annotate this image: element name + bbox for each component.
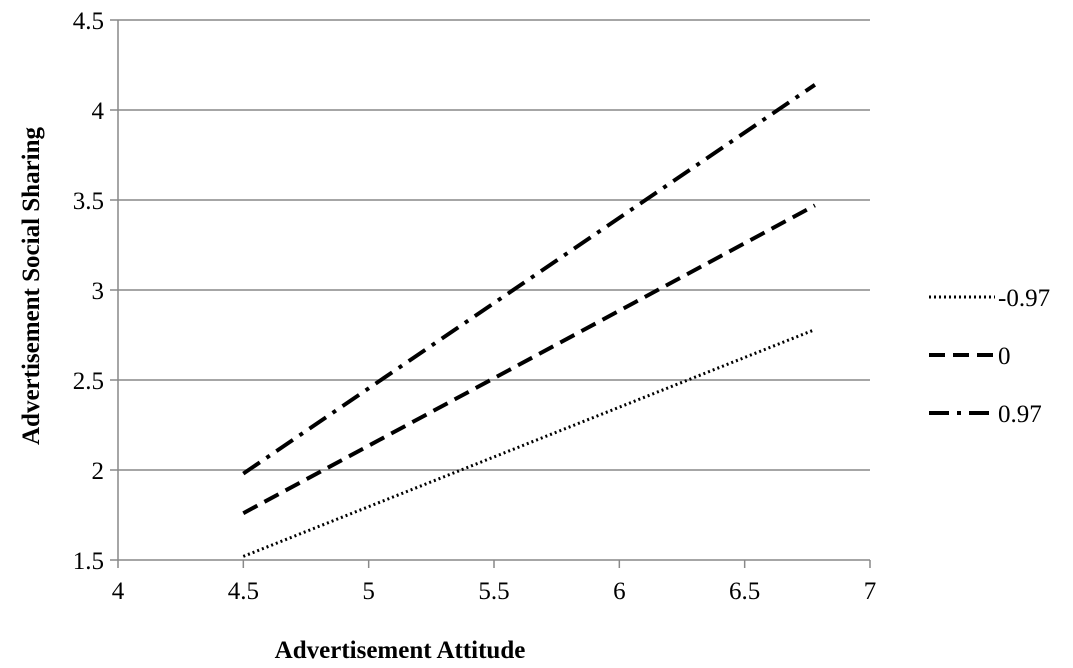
- x-tick-label: 4: [112, 578, 125, 605]
- axes: [110, 19, 871, 568]
- series-line-dash-dot: [242, 83, 817, 476]
- y-tick-label: 2.5: [73, 368, 104, 395]
- y-tick-label: 4: [92, 98, 105, 125]
- legend: -0.97 0 0.97: [929, 285, 1050, 428]
- y-tick-label: 3.5: [73, 188, 104, 215]
- series-line-dashed: [242, 203, 816, 515]
- x-tick-label: 7: [864, 578, 877, 605]
- y-tick-label: 2: [92, 458, 105, 485]
- series-lines: [242, 83, 817, 558]
- x-tick-label: 6: [613, 578, 626, 605]
- x-tick-labels: 4 4.5 5 5.5 6 6.5 7: [112, 578, 877, 605]
- y-tick-label: 1.5: [73, 548, 104, 575]
- legend-label: -0.97: [998, 285, 1050, 312]
- x-tick-label: 5: [362, 578, 375, 605]
- y-tick-label: 3: [92, 278, 105, 305]
- y-tick-label: 4.5: [73, 8, 104, 35]
- legend-label: 0.97: [998, 401, 1042, 428]
- x-axis-title: Advertisement Attitude: [275, 637, 526, 664]
- y-tick-labels: 1.5 2 2.5 3 3.5 4 4.5: [73, 8, 105, 575]
- y-axis-title: Advertisement Social Sharing: [18, 126, 45, 445]
- gridlines: [118, 19, 870, 471]
- x-tick-label: 6.5: [729, 578, 760, 605]
- x-tick-label: 5.5: [478, 578, 509, 605]
- x-tick-label: 4.5: [228, 578, 259, 605]
- series-line-dotted: [242, 328, 816, 558]
- legend-label: 0: [998, 343, 1011, 370]
